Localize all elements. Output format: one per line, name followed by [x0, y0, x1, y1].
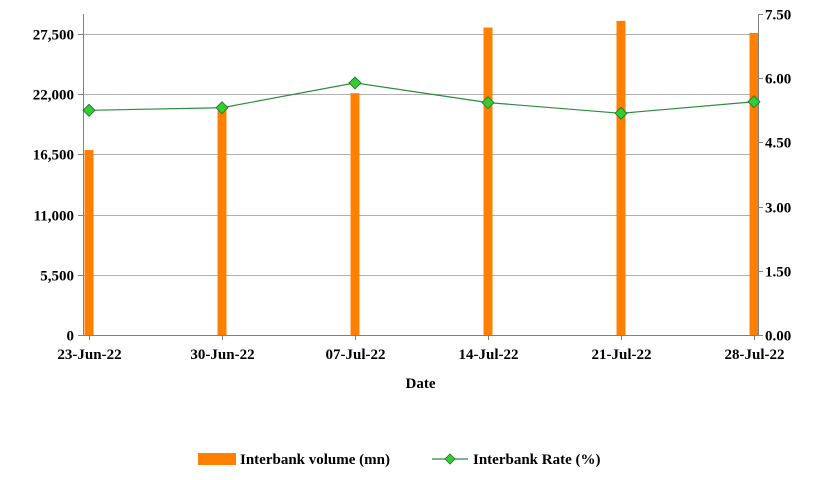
legend-line-label: Interbank Rate (%): [473, 452, 601, 468]
x-tick-label: 14-Jul-22: [459, 347, 519, 363]
bar: [749, 32, 759, 335]
legend: Interbank volume (mn) Interbank Rate (%): [198, 452, 601, 468]
legend-bar-swatch: [198, 453, 236, 465]
rate-point: [348, 76, 362, 90]
left-tick-label: 22,000: [33, 88, 74, 104]
bar-series: [84, 20, 759, 336]
right-tick-label: 1.50: [765, 265, 791, 281]
left-tick-label: 0: [67, 329, 75, 345]
x-tick-label: 23-Jun-22: [57, 347, 121, 363]
x-tick-label: 28-Jul-22: [725, 347, 785, 363]
x-tick-label: 21-Jul-22: [592, 347, 652, 363]
right-tick-label: 4.50: [765, 136, 791, 152]
line-series: [82, 76, 761, 120]
left-tick-label: 5,500: [40, 269, 74, 285]
legend-line-marker: [444, 453, 456, 465]
right-tick-label: 7.50: [765, 8, 791, 24]
x-tick-label: 07-Jul-22: [326, 347, 386, 363]
right-tick-label: 0.00: [765, 329, 791, 345]
axes: [78, 14, 763, 340]
left-tick-label: 16,500: [33, 148, 74, 164]
rate-point: [215, 101, 229, 115]
tick-labels: 0 5,500 11,000 16,500 22,000 27,500 0.00 1.50 3.…: [33, 8, 792, 364]
bar: [616, 20, 626, 335]
left-tick-label: 27,500: [33, 28, 74, 44]
rate-line: [88, 82, 755, 114]
rate-point: [747, 95, 761, 109]
bar: [84, 150, 94, 335]
right-tick-label: 3.00: [765, 201, 791, 217]
rate-point: [481, 96, 495, 110]
right-tick-label: 6.00: [765, 72, 791, 88]
left-tick-label: 11,000: [34, 209, 74, 225]
rate-point: [82, 103, 96, 117]
bar: [350, 93, 360, 336]
bar: [217, 105, 227, 335]
rate-point: [614, 106, 628, 120]
x-tick-label: 30-Jun-22: [190, 347, 254, 363]
gridlines: [83, 34, 758, 276]
x-axis-title: Date: [406, 376, 436, 392]
bar: [483, 27, 493, 335]
legend-bar-label: Interbank volume (mn): [240, 452, 390, 468]
